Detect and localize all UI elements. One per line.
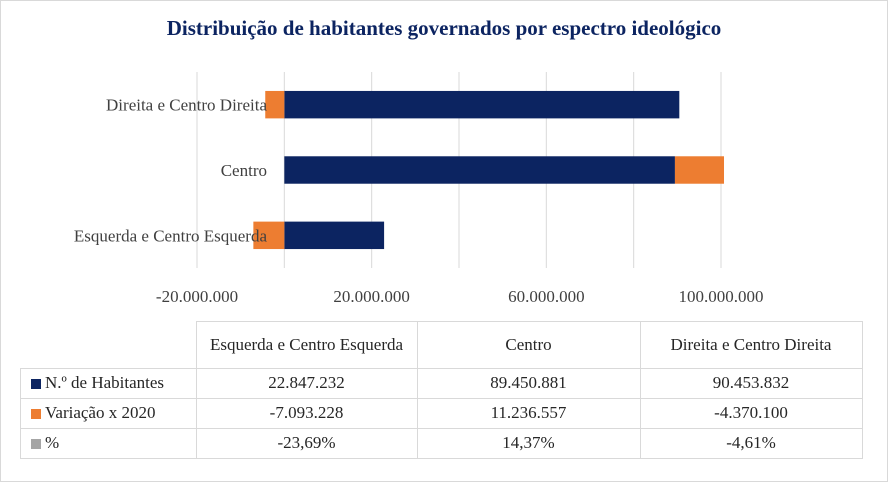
bar bbox=[284, 90, 680, 119]
table-header-cell: Centro bbox=[416, 321, 641, 369]
x-tick-labels: -20.000.000 20.000.000 60.000.000 100.000.0… bbox=[156, 287, 764, 306]
legend-key-habitantes bbox=[31, 379, 41, 390]
category-label: Esquerda e Centro Esquerda bbox=[74, 226, 268, 245]
bar bbox=[253, 221, 285, 250]
table-row-label: Variação x 2020 bbox=[20, 397, 197, 429]
table-cell: 89.450.881 bbox=[416, 367, 641, 399]
category-label: Direita e Centro Direita bbox=[106, 96, 267, 115]
chart-title: Distribuição de habitantes governados po… bbox=[166, 16, 722, 40]
legend-key-percent bbox=[31, 439, 41, 450]
table-cell: 14,37% bbox=[416, 427, 641, 459]
data-table: Esquerda e Centro Esquerda Centro Direit… bbox=[20, 321, 863, 459]
category-label: Centro bbox=[221, 161, 267, 180]
category-labels: Esquerda e Centro Esquerda Centro Direita … bbox=[74, 96, 268, 246]
legend-label: Variação x 2020 bbox=[45, 403, 156, 422]
table-row-label: % bbox=[20, 427, 197, 459]
table-header-cell: Esquerda e Centro Esquerda bbox=[195, 321, 418, 369]
x-tick-label: 60.000.000 bbox=[508, 287, 585, 306]
table-header-cell: Direita e Centro Direita bbox=[639, 321, 863, 369]
table-corner bbox=[20, 321, 197, 369]
x-tick-label: 20.000.000 bbox=[333, 287, 410, 306]
table-header-row: Esquerda e Centro Esquerda Centro Direit… bbox=[20, 321, 863, 369]
x-tick-label: -20.000.000 bbox=[156, 287, 238, 306]
table-cell: -7.093.228 bbox=[195, 397, 418, 429]
legend-label: N.º de Habitantes bbox=[45, 373, 165, 392]
table-row: % -23,69% 14,37% -4,61% bbox=[20, 427, 863, 459]
table-cell: 11.236.557 bbox=[416, 397, 641, 429]
table-cell: 90.453.832 bbox=[639, 367, 863, 399]
bar bbox=[265, 90, 285, 119]
table-cell: -23,69% bbox=[195, 427, 418, 459]
x-tick-label: 100.000.000 bbox=[679, 287, 764, 306]
legend-label: % bbox=[45, 433, 60, 452]
bar bbox=[284, 156, 675, 184]
table-cell: -4.370.100 bbox=[639, 397, 863, 429]
bars bbox=[253, 90, 725, 250]
table-row: Variação x 2020 -7.093.228 11.236.557 -4… bbox=[20, 397, 863, 429]
table-row-label: N.º de Habitantes bbox=[20, 367, 197, 399]
table-cell: -4,61% bbox=[639, 427, 863, 459]
table-row: N.º de Habitantes 22.847.232 89.450.881 … bbox=[20, 367, 863, 399]
table-cell: 22.847.232 bbox=[195, 367, 418, 399]
bar bbox=[284, 221, 385, 250]
bar bbox=[674, 156, 725, 184]
legend-key-variacao bbox=[31, 409, 41, 420]
bar-chart: Esquerda e Centro Esquerda Centro Direita … bbox=[74, 72, 764, 306]
